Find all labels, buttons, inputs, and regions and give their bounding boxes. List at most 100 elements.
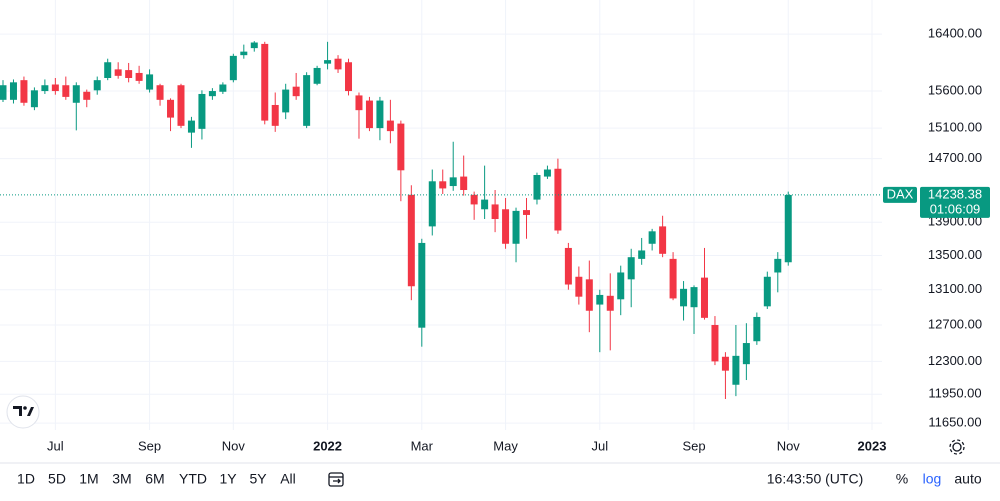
candle (41, 79, 49, 94)
candle-body (51, 84, 59, 92)
candle-body (700, 277, 708, 318)
candle-body (187, 120, 195, 133)
range-button[interactable]: All (280, 471, 296, 487)
candle (62, 76, 70, 100)
candle (282, 83, 290, 120)
range-button[interactable]: 5Y (249, 471, 267, 487)
candle-body (407, 194, 415, 287)
candle-body (104, 62, 112, 78)
candle-body (596, 294, 604, 305)
candle-body (156, 85, 164, 100)
candle (774, 252, 782, 293)
candle (135, 65, 143, 84)
candle (669, 252, 677, 301)
y-tick-label: 13500.00 (928, 247, 982, 262)
candle-body (659, 226, 667, 254)
candle (596, 289, 604, 353)
range-button[interactable]: 1Y (219, 471, 237, 487)
candle (617, 265, 625, 316)
grid (0, 0, 882, 430)
last-price-label: 14238.38 (928, 186, 982, 201)
candle-body (638, 250, 646, 259)
candle-body (502, 209, 510, 244)
candle-body (669, 258, 677, 299)
y-tick-label: 14700.00 (928, 150, 982, 165)
candle (208, 88, 216, 100)
candle-body (30, 90, 38, 108)
candle-body (208, 91, 216, 97)
candle (711, 316, 719, 366)
candle (449, 141, 457, 191)
scale-option[interactable]: % (896, 471, 908, 487)
candle-body (732, 355, 740, 385)
axes: 11650.00 11950.00 12300.00 12700.00 13100.00… (0, 26, 990, 453)
candle-body (177, 85, 185, 126)
candle-body (0, 85, 7, 100)
scale-option[interactable]: log (923, 471, 942, 487)
range-button[interactable]: 1M (79, 471, 98, 487)
candle-body (648, 231, 656, 244)
candle (187, 116, 195, 148)
range-button[interactable]: 6M (145, 471, 164, 487)
candle (502, 198, 510, 249)
candle (261, 41, 269, 125)
settings-gear[interactable] (949, 439, 965, 455)
candle-body (742, 343, 750, 365)
candle (763, 271, 771, 309)
candle-body (481, 199, 489, 210)
candle-body (62, 85, 70, 97)
candle (83, 89, 91, 108)
candle (365, 96, 373, 132)
candle-body (721, 356, 729, 371)
range-button[interactable]: 1D (17, 471, 35, 487)
y-tick-label: 12300.00 (928, 353, 982, 368)
candle-body (543, 169, 551, 177)
y-tick-label: 15600.00 (928, 82, 982, 97)
candle (460, 155, 468, 196)
symbol-label: DAX (887, 186, 914, 201)
scale-option[interactable]: auto (954, 471, 981, 487)
candle-body (533, 175, 541, 200)
range-button[interactable]: YTD (179, 471, 207, 487)
range-button[interactable]: 3M (112, 471, 131, 487)
candle-body (167, 99, 175, 118)
candle-body (449, 177, 457, 187)
candle-body (564, 247, 572, 285)
candle (742, 323, 750, 381)
candle-body (575, 276, 583, 297)
y-tick-label: 15100.00 (928, 120, 982, 135)
candle (428, 169, 436, 236)
candle (648, 228, 656, 251)
candle-body (198, 93, 206, 129)
candle-body (125, 70, 133, 78)
candle (324, 41, 332, 70)
candle-body (324, 60, 332, 64)
range-button[interactable]: 5D (48, 471, 66, 487)
candle (638, 237, 646, 265)
candle-body (784, 194, 792, 263)
candle (512, 207, 520, 263)
candle-body (690, 287, 698, 308)
clock[interactable]: 16:43:50 (UTC) (767, 471, 863, 487)
candle (407, 185, 415, 301)
date-range-icon[interactable] (328, 472, 344, 487)
candle (20, 76, 28, 106)
candle-body (250, 42, 258, 49)
x-tick-label: Sep (138, 438, 161, 453)
candle (376, 96, 384, 141)
y-tick-label: 16400.00 (928, 26, 982, 41)
candle (292, 72, 300, 100)
last-price-badge (920, 186, 990, 218)
candle (680, 281, 688, 321)
candle-body (20, 80, 28, 103)
y-tick-label: 12700.00 (928, 316, 982, 331)
candle (0, 80, 7, 103)
candle-body (774, 258, 782, 273)
candle (219, 82, 227, 94)
y-tick-label: 13100.00 (928, 281, 982, 296)
candle-body (355, 95, 363, 111)
candle-body (114, 69, 122, 76)
x-tick-label: Sep (682, 438, 705, 453)
candle-body (9, 82, 17, 100)
candle (114, 62, 122, 79)
